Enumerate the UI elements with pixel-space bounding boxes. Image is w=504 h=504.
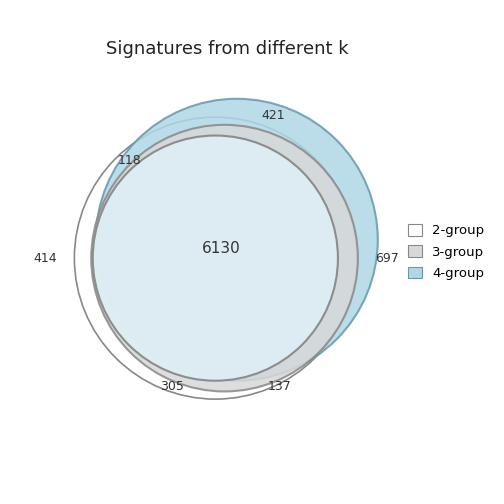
Text: 697: 697 xyxy=(375,251,399,265)
Circle shape xyxy=(91,125,358,392)
Text: 137: 137 xyxy=(268,381,292,393)
Text: 421: 421 xyxy=(262,109,285,122)
Text: 414: 414 xyxy=(33,251,57,265)
Title: Signatures from different k: Signatures from different k xyxy=(106,40,349,58)
Text: 305: 305 xyxy=(160,381,184,393)
Legend: 2-group, 3-group, 4-group: 2-group, 3-group, 4-group xyxy=(402,217,491,287)
Circle shape xyxy=(93,136,338,381)
Text: 6130: 6130 xyxy=(202,241,241,257)
Text: 118: 118 xyxy=(117,154,142,166)
Circle shape xyxy=(96,99,378,381)
